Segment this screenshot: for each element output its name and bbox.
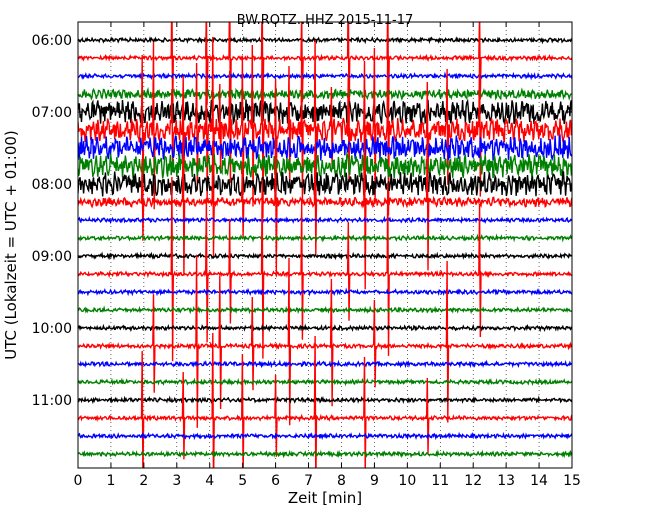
x-tick-label: 12 xyxy=(464,473,482,489)
x-tick-label: 9 xyxy=(370,473,379,489)
trace-line xyxy=(78,71,572,81)
trace-line xyxy=(78,133,572,162)
trace-line xyxy=(78,254,572,428)
trace-line xyxy=(78,176,572,362)
x-axis-label: Zeit [min] xyxy=(288,489,362,507)
x-tick-label: 11 xyxy=(431,473,449,489)
x-tick-label: 14 xyxy=(530,473,548,489)
trace-line xyxy=(78,215,572,225)
x-tick-label: 4 xyxy=(205,473,214,489)
trace-line xyxy=(78,332,572,468)
trace-line xyxy=(78,431,572,441)
x-tick-label: 3 xyxy=(172,473,181,489)
trace-line xyxy=(78,449,572,459)
trace-line xyxy=(78,86,572,101)
x-tick-label: 5 xyxy=(238,473,247,489)
trace-line xyxy=(78,323,572,333)
y-tick-label: 10:00 xyxy=(32,321,72,337)
trace-line xyxy=(78,395,572,405)
y-tick-label: 08:00 xyxy=(32,177,72,193)
y-tick-label: 06:00 xyxy=(32,33,72,49)
trace-line xyxy=(78,22,572,140)
trace-line xyxy=(78,98,572,126)
x-axis: 0 1 2 3 4 5 6 7 8 9 10 11 12 13 14 15 xyxy=(74,22,581,489)
x-tick-label: 13 xyxy=(497,473,515,489)
x-tick-label: 15 xyxy=(563,473,581,489)
trace-line xyxy=(78,359,572,369)
chart-title: BW.ROTZ..HHZ 2015-11-17 xyxy=(237,13,413,28)
trace-line xyxy=(78,171,572,197)
y-tick-label: 11:00 xyxy=(32,393,72,409)
trace-line xyxy=(78,104,572,290)
y-axis-label: UTC (Lokalzeit = UTC + 01:00) xyxy=(2,130,20,360)
x-tick-label: 2 xyxy=(139,473,148,489)
trace-line xyxy=(78,35,572,45)
y-tick-label: 07:00 xyxy=(32,105,72,121)
x-tick-label: 10 xyxy=(398,473,416,489)
y-tick-label: 09:00 xyxy=(32,249,72,265)
trace-line xyxy=(78,150,572,179)
plot-frame xyxy=(77,21,573,469)
trace-line xyxy=(78,251,572,261)
x-tick-label: 6 xyxy=(271,473,280,489)
x-tick-label: 0 xyxy=(74,473,83,489)
trace-line xyxy=(78,377,572,387)
x-tick-label: 1 xyxy=(106,473,115,489)
x-tick-label: 8 xyxy=(337,473,346,489)
y-axis: 06:00 07:00 08:00 09:00 10:00 11:00 xyxy=(32,33,572,409)
trace-line xyxy=(78,31,572,219)
trace-line xyxy=(78,287,572,297)
trace-group xyxy=(78,22,572,468)
trace-line xyxy=(78,305,572,315)
x-tick-label: 7 xyxy=(304,473,313,489)
trace-line xyxy=(78,233,572,243)
